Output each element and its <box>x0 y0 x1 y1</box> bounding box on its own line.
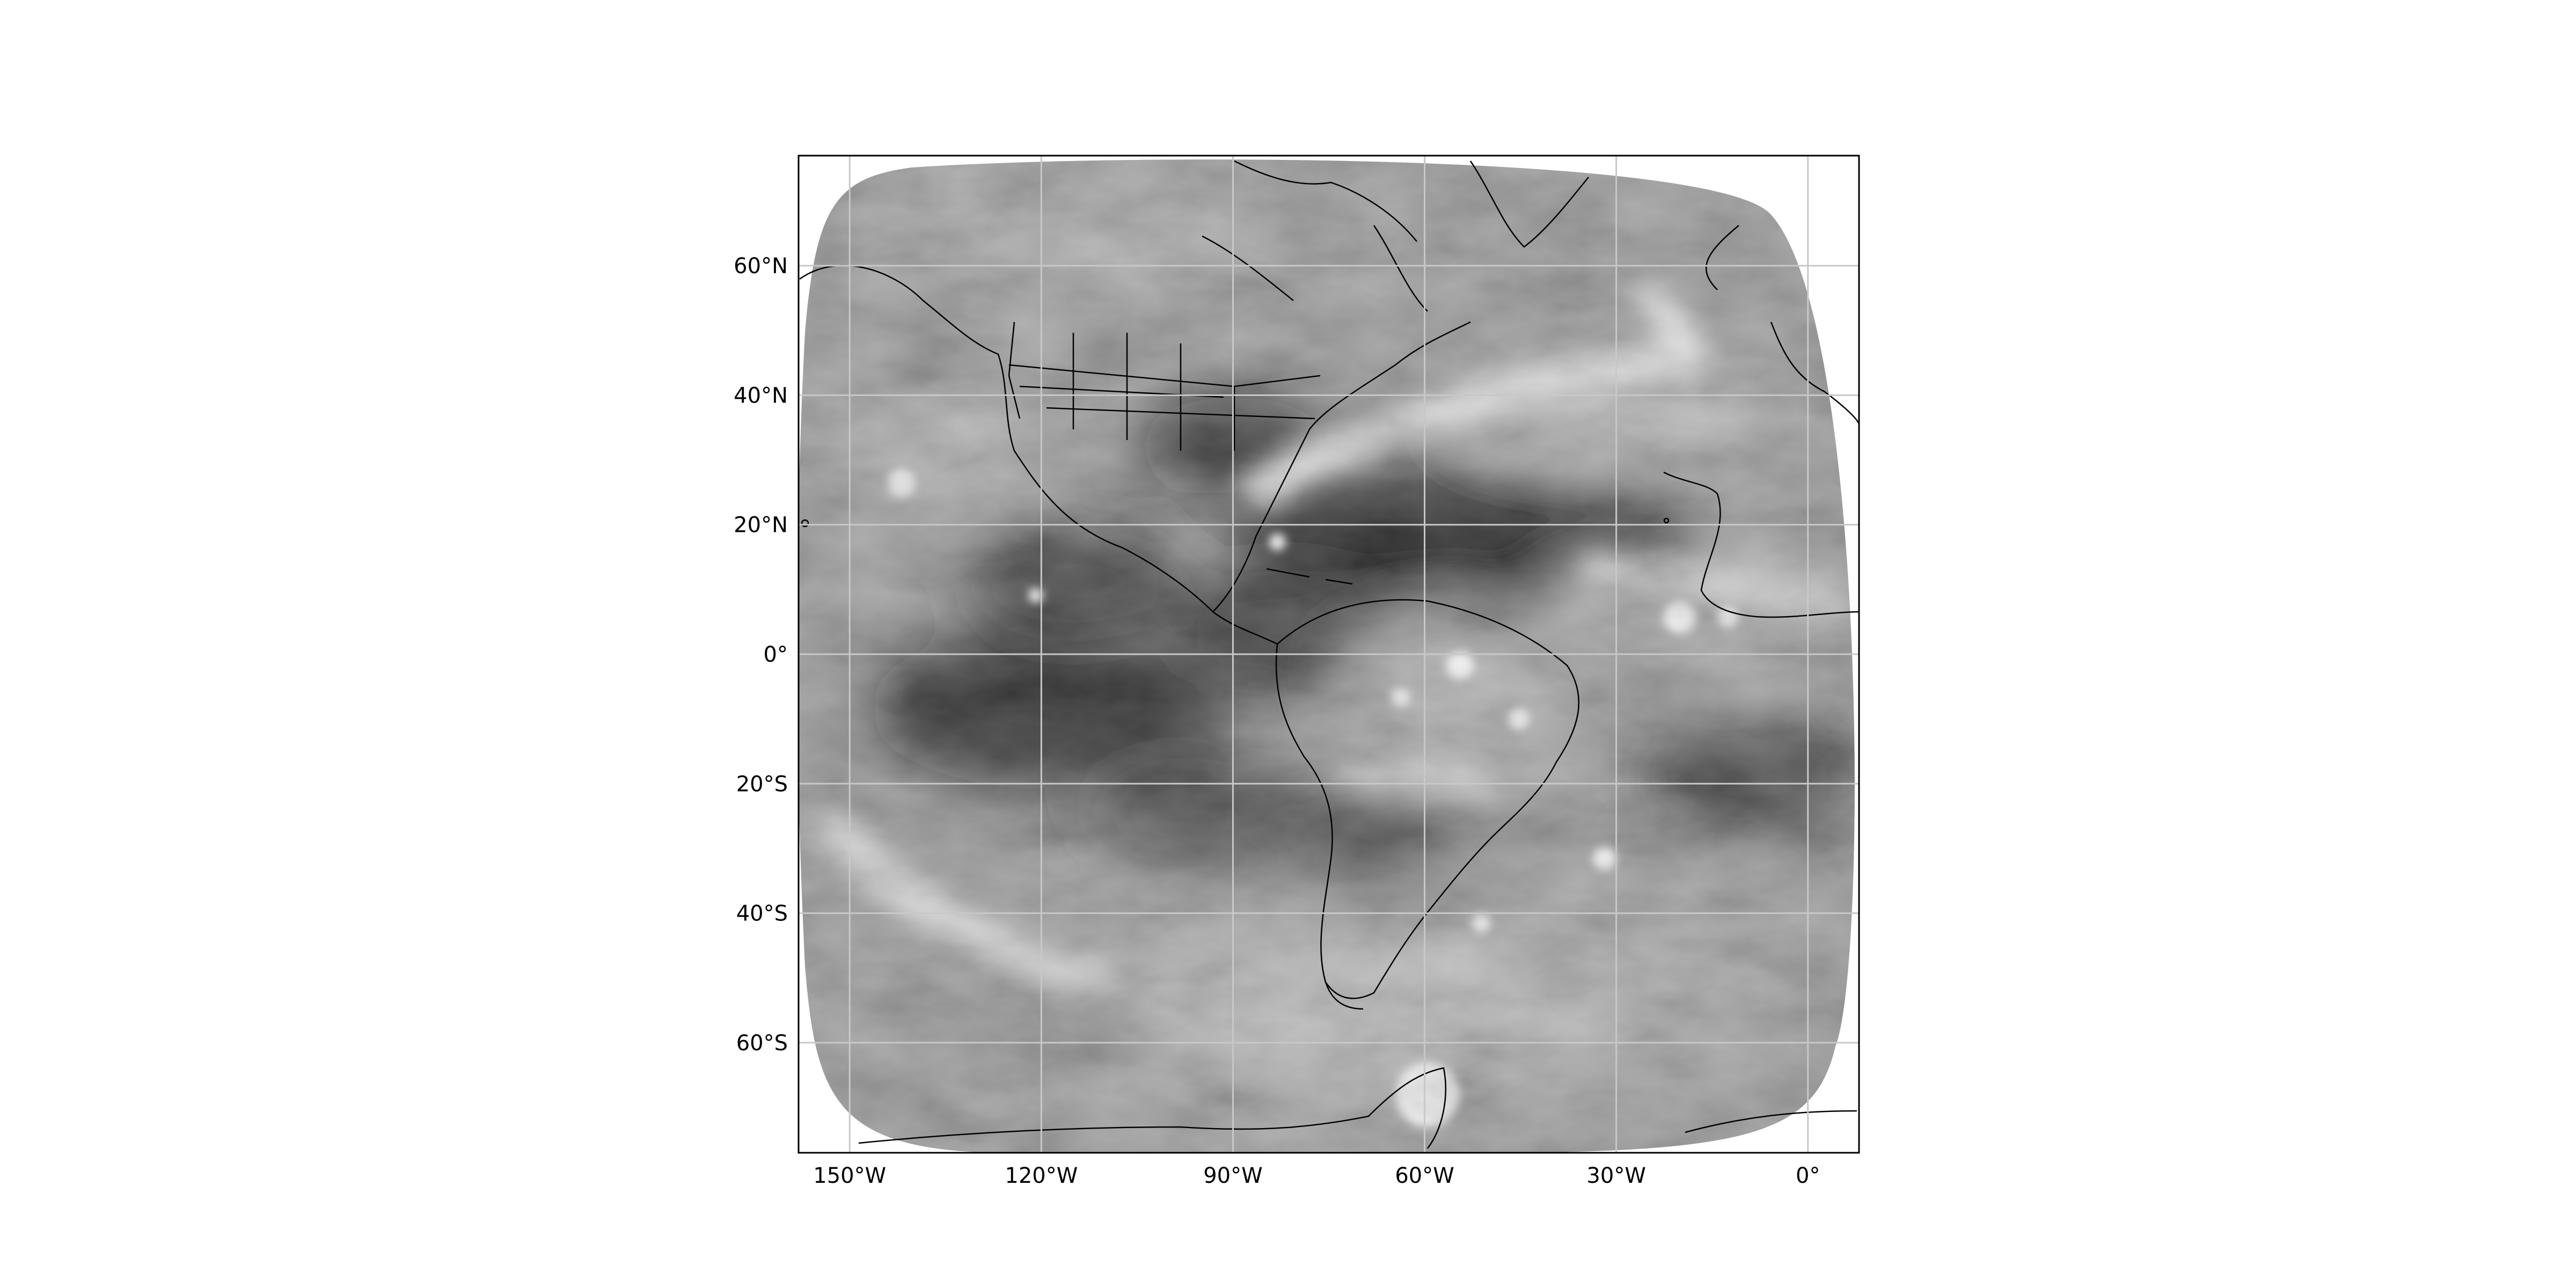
gridlines <box>799 156 1859 1153</box>
latitude-tick-label: 40°S <box>736 902 788 926</box>
coastlines <box>799 160 1859 1149</box>
longitude-tick-label: 90°W <box>1203 1163 1262 1188</box>
longitude-tick-label: 60°W <box>1395 1163 1454 1188</box>
latitude-tick-label: 20°N <box>734 513 788 538</box>
latitude-tick-label: 60°N <box>734 254 788 279</box>
longitude-tick-labels: 150°W 120°W 90°W 60°W 30°W 0° <box>813 1163 1820 1188</box>
longitude-tick-label: 120°W <box>1005 1163 1078 1188</box>
latitude-tick-labels: 60°N 40°N 20°N 0° 20°S 40°S 60°S <box>734 254 788 1056</box>
latitude-tick-label: 40°N <box>734 383 788 408</box>
latitude-tick-label: 60°S <box>736 1031 788 1056</box>
water-vapor-imagery <box>799 159 1855 1153</box>
map-frame <box>797 155 1860 1154</box>
longitude-tick-label: 30°W <box>1586 1163 1645 1188</box>
latitude-tick-label: 0° <box>764 642 788 667</box>
longitude-tick-label: 0° <box>1796 1163 1820 1188</box>
latitude-tick-label: 20°S <box>736 772 788 796</box>
longitude-tick-label: 150°W <box>813 1163 886 1188</box>
